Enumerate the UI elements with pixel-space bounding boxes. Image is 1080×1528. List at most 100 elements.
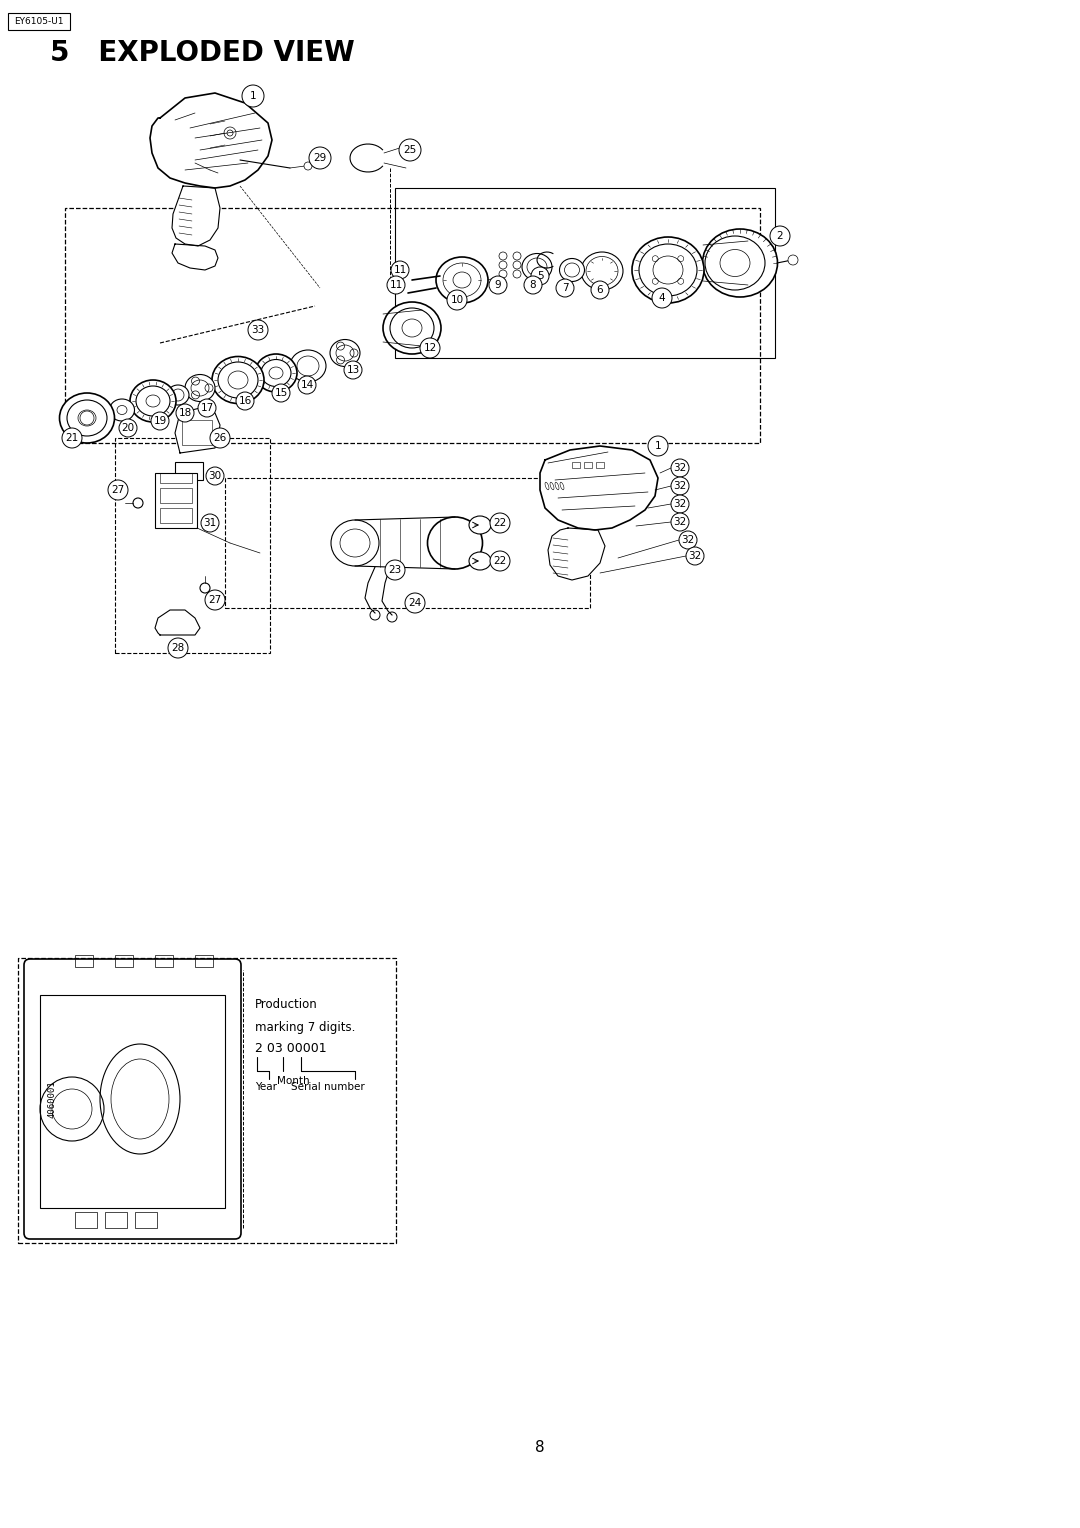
Text: EY6105-U1: EY6105-U1 [14, 17, 64, 26]
Circle shape [272, 384, 291, 402]
Circle shape [447, 290, 467, 310]
Text: 4060001: 4060001 [48, 1080, 56, 1118]
Bar [160, 474, 192, 483]
Text: 32: 32 [673, 463, 687, 474]
Text: 21: 21 [66, 432, 79, 443]
Circle shape [686, 547, 704, 565]
Text: 5: 5 [537, 270, 543, 281]
Bar [572, 461, 580, 468]
Circle shape [652, 287, 672, 309]
Circle shape [309, 147, 330, 170]
Text: 16: 16 [239, 396, 252, 406]
Circle shape [248, 319, 268, 341]
Circle shape [671, 477, 689, 495]
Text: 2 03 00001: 2 03 00001 [255, 1042, 326, 1056]
Text: 13: 13 [347, 365, 360, 374]
Text: 8: 8 [529, 280, 537, 290]
Text: 24: 24 [408, 597, 421, 608]
Circle shape [490, 552, 510, 571]
Circle shape [210, 428, 230, 448]
Ellipse shape [581, 252, 623, 290]
Text: 1: 1 [654, 442, 661, 451]
Text: 19: 19 [153, 416, 166, 426]
Ellipse shape [469, 552, 491, 570]
Ellipse shape [428, 516, 483, 568]
Circle shape [788, 255, 798, 264]
Ellipse shape [330, 520, 379, 565]
Text: 7: 7 [562, 283, 568, 293]
Circle shape [237, 393, 254, 410]
Ellipse shape [59, 393, 114, 443]
Ellipse shape [185, 374, 215, 402]
Bar [395, 188, 775, 358]
Text: 30: 30 [208, 471, 221, 481]
Ellipse shape [469, 516, 491, 533]
Bar [75, 1212, 97, 1229]
Ellipse shape [255, 354, 297, 393]
Circle shape [405, 593, 426, 613]
Text: 2: 2 [777, 231, 783, 241]
Circle shape [198, 399, 216, 417]
Circle shape [420, 338, 440, 358]
Bar [8, 14, 70, 31]
Text: 26: 26 [214, 432, 227, 443]
Bar [75, 955, 93, 967]
Text: 5   EXPLODED VIEW: 5 EXPLODED VIEW [50, 40, 354, 67]
Polygon shape [172, 186, 220, 246]
Text: 27: 27 [208, 594, 221, 605]
Text: 27: 27 [111, 484, 124, 495]
Text: 22: 22 [494, 556, 507, 565]
Ellipse shape [330, 339, 360, 367]
Text: 32: 32 [673, 500, 687, 509]
Text: 22: 22 [494, 518, 507, 529]
Polygon shape [150, 93, 272, 188]
Circle shape [119, 419, 137, 437]
Text: 32: 32 [673, 481, 687, 490]
Ellipse shape [702, 229, 778, 296]
Circle shape [671, 513, 689, 532]
Circle shape [384, 559, 405, 581]
Text: 14: 14 [300, 380, 313, 390]
Bar [160, 507, 192, 523]
Circle shape [770, 226, 789, 246]
Circle shape [176, 403, 194, 422]
Text: 6: 6 [596, 286, 604, 295]
Bar [65, 208, 760, 443]
Bar [156, 955, 173, 967]
Ellipse shape [67, 400, 107, 435]
Ellipse shape [136, 387, 170, 416]
FancyBboxPatch shape [24, 960, 241, 1239]
Text: 33: 33 [252, 325, 265, 335]
Ellipse shape [705, 235, 765, 290]
Text: 32: 32 [681, 535, 694, 545]
Circle shape [671, 458, 689, 477]
Text: 18: 18 [178, 408, 191, 419]
Bar [183, 420, 212, 445]
Circle shape [242, 86, 264, 107]
Ellipse shape [639, 244, 697, 296]
Ellipse shape [212, 356, 264, 403]
Circle shape [151, 413, 168, 429]
Circle shape [489, 277, 507, 293]
Circle shape [108, 480, 129, 500]
Bar [135, 1212, 157, 1229]
Ellipse shape [383, 303, 441, 354]
Text: 20: 20 [121, 423, 135, 432]
Polygon shape [175, 408, 220, 452]
Ellipse shape [436, 257, 488, 303]
Bar [225, 478, 590, 608]
Circle shape [524, 277, 542, 293]
Ellipse shape [291, 350, 326, 382]
Text: 29: 29 [313, 153, 326, 163]
Bar [40, 995, 225, 1209]
Text: Month: Month [276, 1076, 310, 1086]
Text: 1: 1 [249, 92, 256, 101]
Circle shape [387, 277, 405, 293]
Ellipse shape [130, 380, 176, 422]
Bar [114, 955, 133, 967]
Text: Year: Year [255, 1082, 276, 1093]
Bar [156, 474, 197, 529]
Bar [596, 461, 604, 468]
Text: 17: 17 [201, 403, 214, 413]
Polygon shape [548, 529, 605, 581]
